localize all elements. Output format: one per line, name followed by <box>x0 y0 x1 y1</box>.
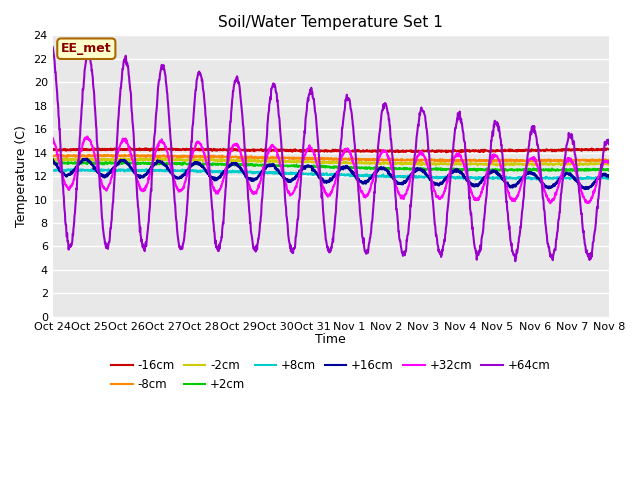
Legend: -16cm, -8cm, -2cm, +2cm, +8cm, +16cm, +32cm, +64cm: -16cm, -8cm, -2cm, +2cm, +8cm, +16cm, +3… <box>107 354 555 396</box>
Title: Soil/Water Temperature Set 1: Soil/Water Temperature Set 1 <box>218 15 443 30</box>
Text: EE_met: EE_met <box>61 42 111 55</box>
Y-axis label: Temperature (C): Temperature (C) <box>15 125 28 227</box>
X-axis label: Time: Time <box>316 333 346 346</box>
